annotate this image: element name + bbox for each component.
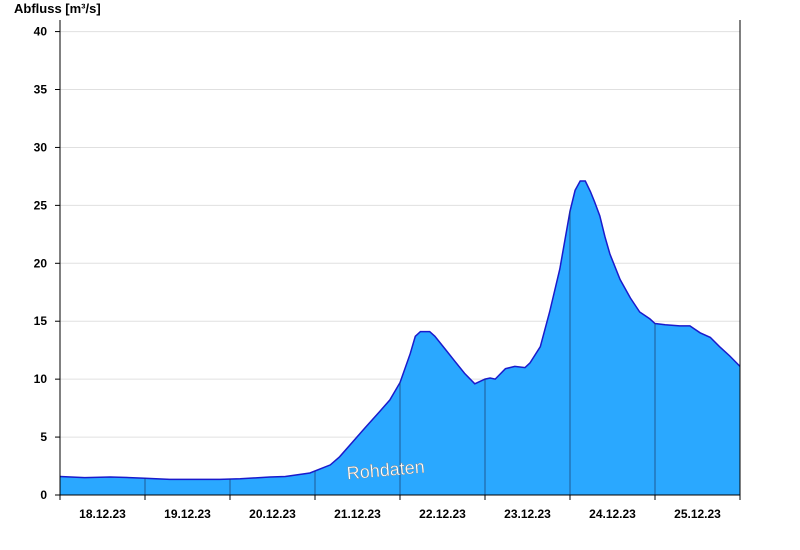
- y-tick-label: 20: [34, 256, 48, 270]
- x-tick-label: 25.12.23: [674, 507, 721, 521]
- y-tick-label: 30: [34, 140, 48, 154]
- y-ticks: 0 5 10 15 20 25 30 35 40: [34, 25, 60, 502]
- y-tick-label: 40: [34, 25, 48, 39]
- grid-lines: [60, 31, 740, 438]
- discharge-line: [59, 180, 741, 481]
- x-tick-label: 19.12.23: [164, 507, 211, 521]
- y-tick-label: 10: [34, 372, 48, 386]
- y-tick-label: 35: [34, 83, 48, 97]
- x-tick-label: 18.12.23: [79, 507, 126, 521]
- x-tick-label: 24.12.23: [589, 507, 636, 521]
- x-ticks: 18.12.23 19.12.23 20.12.23 21.12.23 22.12.23…: [59, 495, 741, 521]
- day-dividers: [144, 211, 656, 495]
- y-axis-label: Abfluss [m³/s]: [14, 1, 101, 16]
- x-tick-label: 20.12.23: [249, 507, 296, 521]
- y-tick-label: 25: [34, 198, 48, 212]
- x-tick-label: 22.12.23: [419, 507, 466, 521]
- x-tick-label: 21.12.23: [334, 507, 381, 521]
- y-tick-label: 0: [40, 488, 47, 502]
- y-tick-label: 15: [34, 314, 48, 328]
- y-tick-label: 5: [40, 430, 47, 444]
- x-tick-label: 23.12.23: [504, 507, 551, 521]
